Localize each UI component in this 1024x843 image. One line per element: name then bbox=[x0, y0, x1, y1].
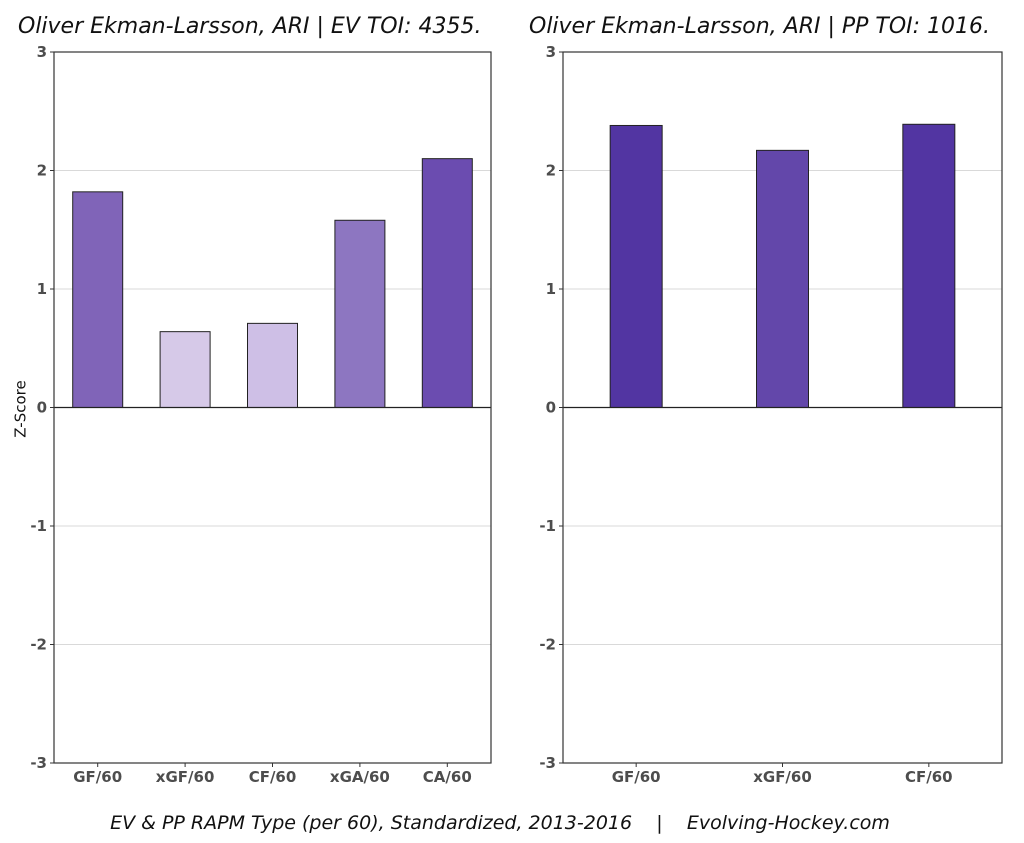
bar-xgf-60 bbox=[756, 149, 809, 408]
y-tick-label: -2 bbox=[539, 636, 556, 654]
chart-caption: EV & PP RAPM Type (per 60), Standardized… bbox=[110, 812, 890, 834]
panel-border bbox=[562, 51, 1003, 764]
y-tick-label: 0 bbox=[546, 399, 556, 417]
y-tick-label: -1 bbox=[539, 517, 556, 535]
y-tick-label: -3 bbox=[30, 754, 47, 772]
bar-xga-60 bbox=[334, 219, 386, 408]
y-tick-label: 2 bbox=[546, 162, 556, 180]
x-tick-label: GF/60 bbox=[612, 768, 661, 786]
chart-title-left: Oliver Ekman-Larsson, ARI | EV TOI: 4355… bbox=[18, 14, 482, 39]
x-tick-label: GF/60 bbox=[73, 768, 122, 786]
chart-title-right: Oliver Ekman-Larsson, ARI | PP TOI: 1016… bbox=[529, 14, 991, 39]
bar-cf-60 bbox=[902, 123, 956, 408]
y-tick-label: -2 bbox=[30, 636, 47, 654]
panel-border bbox=[53, 51, 492, 764]
y-tick-label: -1 bbox=[30, 517, 47, 535]
x-tick-label: xGF/60 bbox=[753, 768, 812, 786]
y-tick-label: -3 bbox=[539, 754, 556, 772]
bar-gf-60 bbox=[609, 124, 663, 408]
x-tick-label: CF/60 bbox=[249, 768, 297, 786]
x-tick-label: xGA/60 bbox=[330, 768, 390, 786]
y-tick-label: 2 bbox=[37, 162, 47, 180]
x-tick-label: CA/60 bbox=[423, 768, 472, 786]
bar-gf-60 bbox=[72, 191, 124, 408]
x-tick-label: CF/60 bbox=[905, 768, 953, 786]
x-tick-label: xGF/60 bbox=[156, 768, 215, 786]
y-tick-label: 3 bbox=[37, 43, 47, 61]
y-tick-label: 1 bbox=[37, 280, 47, 298]
y-tick-label: 1 bbox=[546, 280, 556, 298]
y-tick-label: 3 bbox=[546, 43, 556, 61]
bar-xgf-60 bbox=[159, 331, 211, 408]
bar-ca-60 bbox=[421, 158, 473, 408]
y-tick-label: 0 bbox=[37, 399, 47, 417]
bar-cf-60 bbox=[247, 322, 298, 408]
